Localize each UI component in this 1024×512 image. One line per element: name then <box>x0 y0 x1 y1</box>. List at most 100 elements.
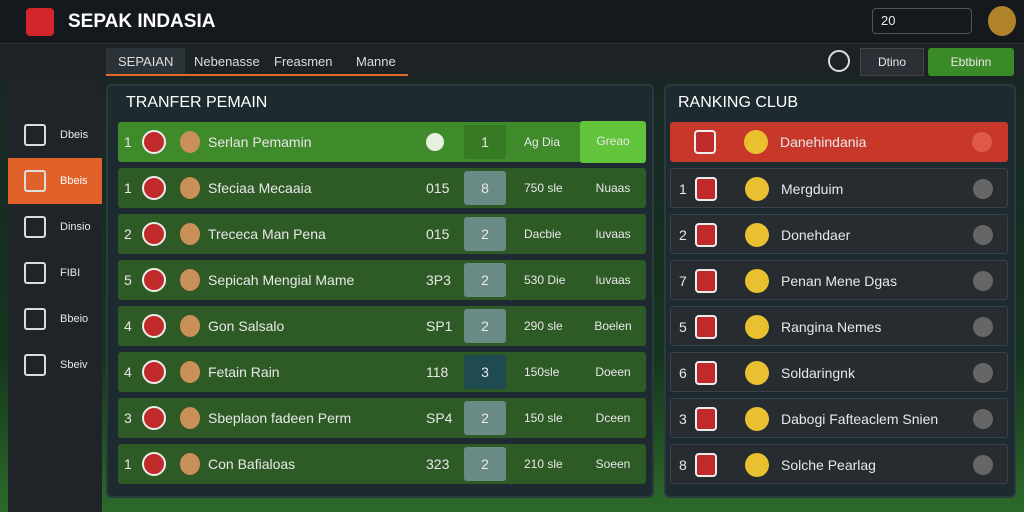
ranking-panel: RANKING CLUB Danehindania 1 Mergduim 2 Doneh… <box>664 84 1016 498</box>
transfer-row[interactable]: 2 Trececa Man Pena 015 2 Dacbie Iuvaas <box>118 214 646 254</box>
panel-title: RANKING CLUB <box>678 94 799 111</box>
player-value: 015 <box>426 226 450 242</box>
transfer-row[interactable]: 4 Gon Salsalo SP1 2 290 sle Boelen <box>118 306 646 346</box>
ranking-row[interactable]: 6 Soldaringnk <box>670 352 1008 392</box>
status: Dceen <box>595 411 631 425</box>
action-button[interactable]: Ebtbinn <box>928 48 1014 76</box>
transfer-row[interactable]: 1 Con Bafialoas 323 2 210 sle Soeen <box>118 444 646 484</box>
icon-button[interactable] <box>828 50 850 72</box>
rank: 2 <box>124 226 132 242</box>
price: 530 Die <box>524 273 566 287</box>
rank: 1 <box>124 134 132 150</box>
ranking-row[interactable]: 2 Donehdaer <box>670 214 1008 254</box>
price: 150 sle <box>524 411 563 425</box>
tab[interactable]: Freasmen <box>262 48 345 76</box>
transfer-row[interactable]: 5 Sepicah Mengial Mame 3P3 2 530 Die Iuvaas <box>118 260 646 300</box>
sidebar-item[interactable]: FIBI <box>8 250 102 296</box>
club-logo <box>745 361 769 385</box>
check-icon <box>973 225 993 245</box>
counter[interactable]: 20 <box>872 8 972 34</box>
player-name: Trececa Man Pena <box>208 226 326 242</box>
player-name: Sbeplaon fadeen Perm <box>208 410 352 426</box>
price: 210 sle <box>524 457 563 471</box>
tab[interactable]: Manne <box>344 48 408 76</box>
price: Dacbie <box>524 227 562 241</box>
check-icon <box>973 317 993 337</box>
logo <box>26 8 54 36</box>
club-badge <box>695 177 717 201</box>
ranking-row[interactable]: 7 Penan Mene Dgas <box>670 260 1008 300</box>
check-icon <box>973 271 993 291</box>
price: 150sle <box>524 365 560 379</box>
app-title: SEPAK INDASIA <box>68 11 216 32</box>
rank: 1 <box>124 456 132 472</box>
club-name: Dabogi Fafteaclem Snien <box>781 411 939 427</box>
sidebar-item[interactable]: Bbeis <box>8 158 102 204</box>
player-name: Serlan Pemamin <box>208 134 312 150</box>
player-avatar <box>180 177 200 199</box>
club-badge <box>142 176 166 200</box>
sidebar-item[interactable]: Dbeis <box>8 112 102 158</box>
count: 3 <box>464 355 506 389</box>
transfer-row[interactable]: 4 Fetain Rain 118 3 150sle Doeen <box>118 352 646 392</box>
ranking-row[interactable]: 1 Mergduim <box>670 168 1008 208</box>
status: Iuvaas <box>595 273 631 287</box>
sidebar-item[interactable]: Sbeiv <box>8 342 102 388</box>
player-name: Con Bafialoas <box>208 456 296 472</box>
club-badge <box>142 406 166 430</box>
player-value: 015 <box>426 180 450 196</box>
rank: 5 <box>124 272 132 288</box>
club-badge <box>142 130 166 154</box>
count: 2 <box>464 401 506 435</box>
ranking-row[interactable]: 3 Dabogi Fafteaclem Snien <box>670 398 1008 438</box>
player-avatar <box>180 223 200 245</box>
count: 2 <box>464 309 506 343</box>
club-badge <box>142 314 166 338</box>
avatar[interactable] <box>988 6 1016 36</box>
sidebar-icon <box>24 124 46 146</box>
club-badge <box>694 130 716 154</box>
tab[interactable]: Nebenasse <box>182 48 272 76</box>
sidebar-item[interactable]: Bbeio <box>8 296 102 342</box>
sidebar-icon <box>24 170 46 192</box>
sidebar-item[interactable]: Dinsio <box>8 204 102 250</box>
player-name: Gon Salsalo <box>208 318 285 334</box>
sidebar-icon <box>24 308 46 330</box>
club-badge <box>695 453 717 477</box>
sidebar-icon <box>24 262 46 284</box>
ranking-row[interactable]: 8 Solche Pearlag <box>670 444 1008 484</box>
check-icon <box>972 132 992 152</box>
price: Ag Dia <box>524 135 561 149</box>
club-name: Solche Pearlag <box>781 457 876 473</box>
transfer-row[interactable]: 1 Sfeciaa Mecaaia 015 8 750 sle Nuaas <box>118 168 646 208</box>
action-button[interactable]: Dtino <box>860 48 924 76</box>
ranking-row[interactable]: 5 Rangina Nemes <box>670 306 1008 346</box>
player-avatar <box>180 453 200 475</box>
rank: 3 <box>679 411 687 427</box>
rank: 4 <box>124 364 132 380</box>
check-icon <box>973 179 993 199</box>
transfer-row[interactable]: 1 Serlan Pemamin 1 Ag Dia Greao <box>118 121 646 163</box>
sidebar: Dbeis Bbeis Dinsio FIBI Bbeio Sbeiv <box>8 78 102 512</box>
club-logo <box>745 177 769 201</box>
price: 750 sle <box>524 181 563 195</box>
count: 2 <box>464 447 506 481</box>
player-avatar <box>180 361 200 383</box>
club-logo <box>745 315 769 339</box>
tab[interactable]: SEPAIAN <box>106 48 186 76</box>
rank: 5 <box>679 319 687 335</box>
status[interactable]: Greao <box>580 121 646 163</box>
club-logo <box>745 223 769 247</box>
player-value: SP4 <box>426 410 453 426</box>
player-name: Sfeciaa Mecaaia <box>208 180 312 196</box>
count: 1 <box>464 125 506 159</box>
transfer-panel: TRANFER PEMAIN 1 Serlan Pemamin 1 Ag Dia Gre… <box>106 84 654 498</box>
check-icon <box>973 455 993 475</box>
club-badge <box>142 268 166 292</box>
transfer-row[interactable]: 3 Sbeplaon fadeen Perm SP4 2 150 sle Dceen <box>118 398 646 438</box>
status: Doeen <box>595 365 631 379</box>
rank: 1 <box>124 180 132 196</box>
ranking-row[interactable]: Danehindania <box>670 122 1008 162</box>
rank: 2 <box>679 227 687 243</box>
